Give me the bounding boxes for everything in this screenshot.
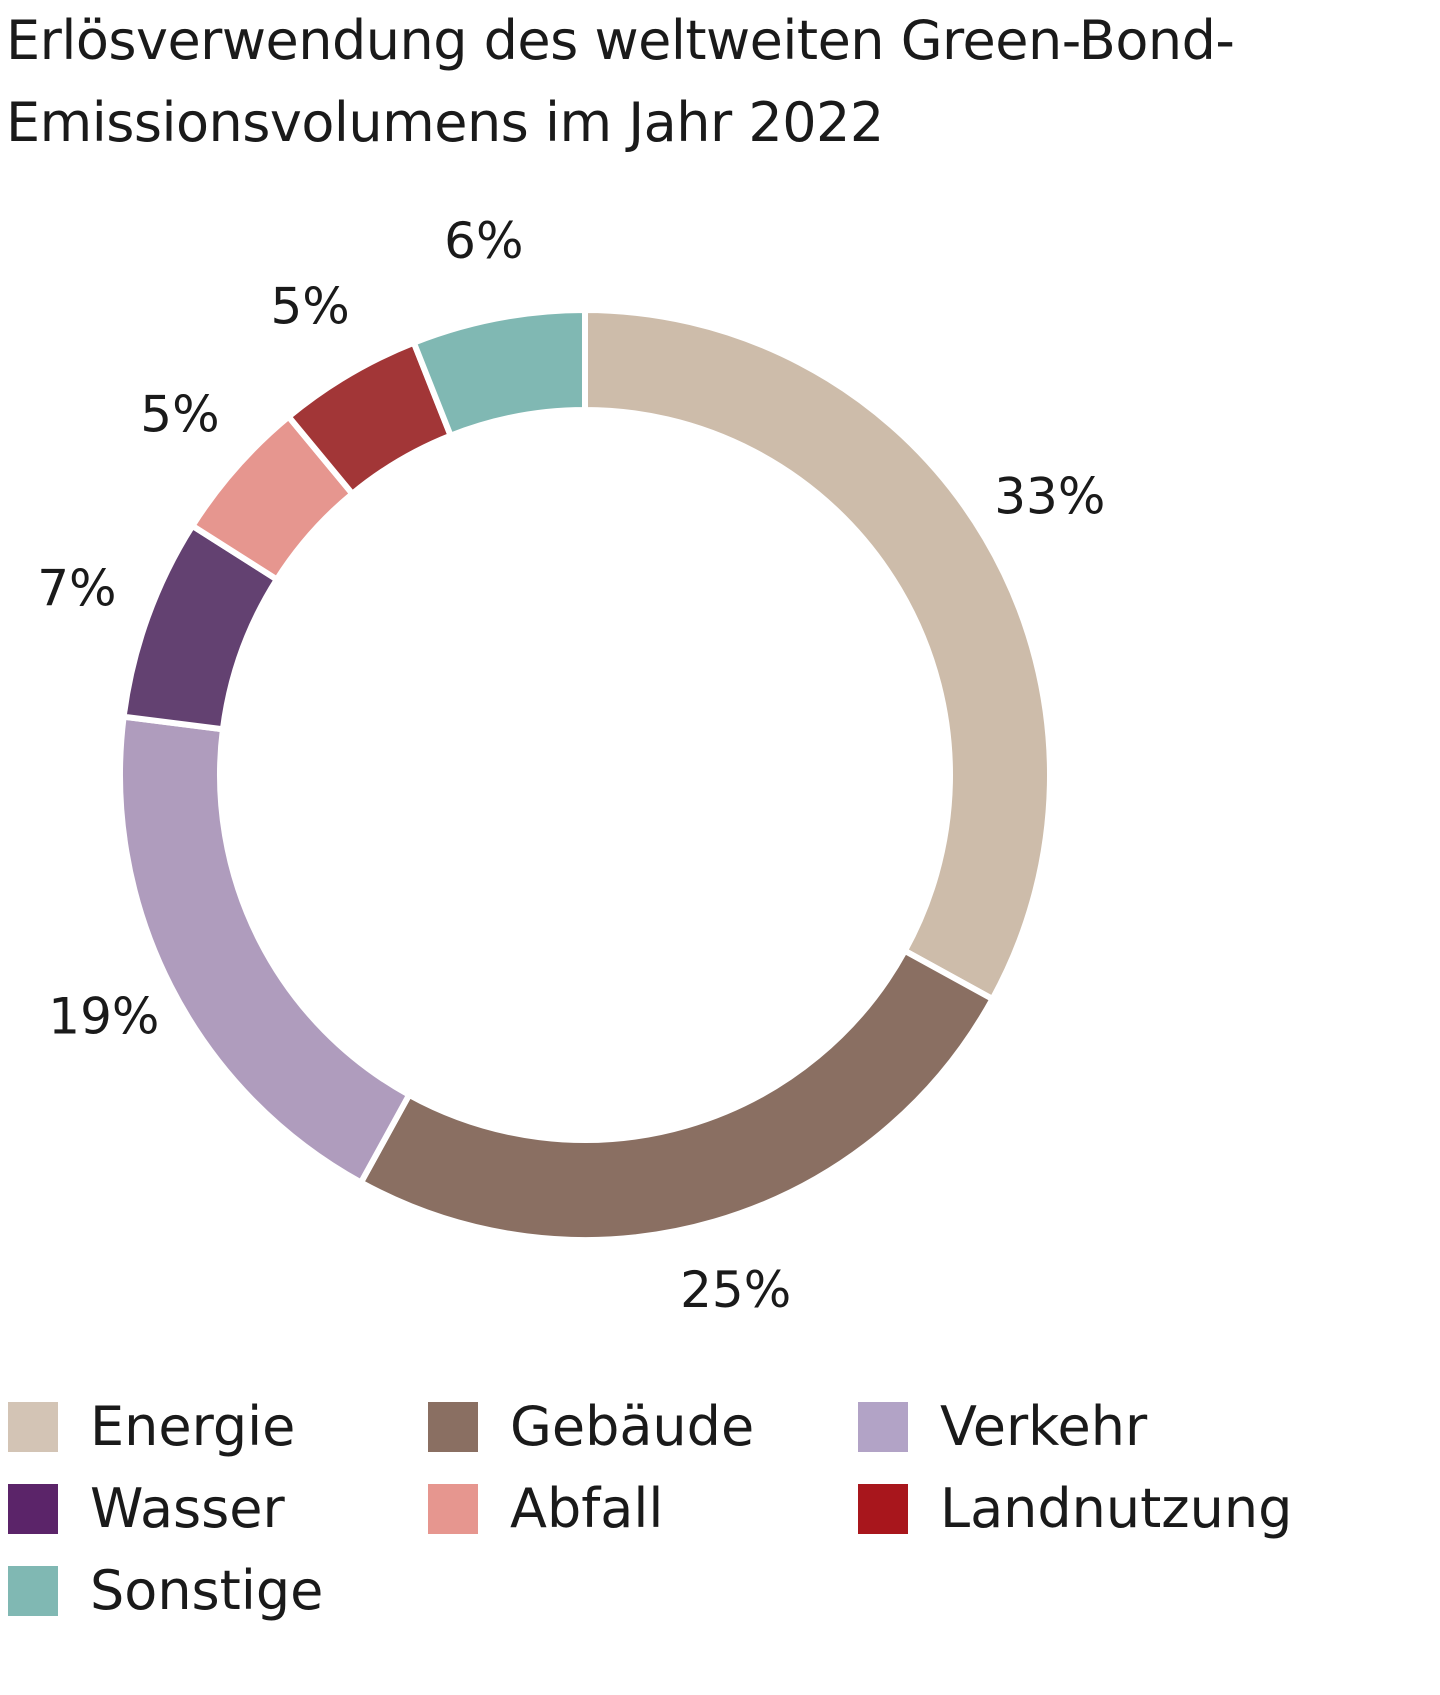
- legend-label: Energie: [90, 1395, 296, 1458]
- donut-slice-sonstige: [409, 306, 588, 440]
- legend: Energie Gebäude Verkehr Wasser Abfall Landnut…: [8, 1400, 1408, 1618]
- legend-swatch: [428, 1402, 478, 1452]
- legend-swatch: [858, 1402, 908, 1452]
- legend-item-abfall: Abfall: [428, 1482, 858, 1536]
- donut-slice-verkehr: [117, 713, 414, 1187]
- legend-swatch: [858, 1484, 908, 1534]
- legend-label: Abfall: [510, 1477, 664, 1540]
- legend-item-verkehr: Verkehr: [858, 1400, 1298, 1454]
- data-label-gebaeude: 25%: [680, 1261, 791, 1319]
- donut-slice-energie: [582, 306, 1053, 1004]
- data-label-sonstige: 6%: [444, 212, 523, 270]
- legend-item-landnutzung: Landnutzung: [858, 1482, 1298, 1536]
- legend-label: Wasser: [90, 1477, 285, 1540]
- data-label-energie: 33%: [994, 468, 1105, 526]
- legend-item-wasser: Wasser: [8, 1482, 428, 1536]
- legend-label: Verkehr: [940, 1395, 1148, 1458]
- donut-chart: 33% 25% 19% 7% 5% 5% 6%: [37, 212, 1105, 1319]
- legend-swatch: [428, 1484, 478, 1534]
- legend-item-energie: Energie: [8, 1400, 428, 1454]
- legend-label: Sonstige: [90, 1559, 324, 1622]
- chart-title: Erlösverwendung des weltweiten Green-Bon…: [6, 9, 1235, 154]
- legend-item-sonstige: Sonstige: [8, 1564, 428, 1618]
- legend-swatch: [8, 1566, 58, 1616]
- data-label-abfall: 5%: [140, 385, 219, 443]
- data-label-landnutzung: 5%: [270, 278, 349, 336]
- legend-swatch: [8, 1402, 58, 1452]
- data-label-verkehr: 19%: [48, 988, 159, 1046]
- legend-swatch: [8, 1484, 58, 1534]
- donut-slice-gebaeude: [356, 946, 997, 1243]
- data-label-wasser: 7%: [37, 560, 116, 618]
- legend-label: Landnutzung: [940, 1477, 1293, 1540]
- legend-label: Gebäude: [510, 1395, 755, 1458]
- legend-item-gebaeude: Gebäude: [428, 1400, 858, 1454]
